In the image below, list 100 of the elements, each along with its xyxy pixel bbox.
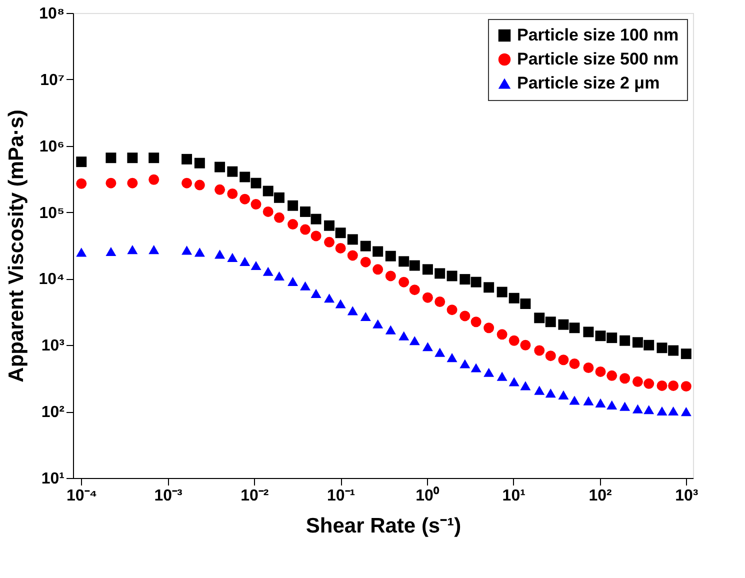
x-tick-label: 10⁻³ [154,488,182,504]
point [262,266,274,276]
point [632,376,643,387]
point [595,398,606,408]
point [656,342,668,354]
point [446,353,458,362]
point [460,310,470,322]
point [508,292,520,304]
point [656,406,668,416]
point [632,337,643,348]
point [262,206,274,217]
point [385,250,396,262]
point [558,319,569,330]
point [250,199,262,210]
y-tick-label: 10⁴ [38,271,65,288]
point [324,220,335,231]
point [398,256,410,267]
point [680,407,692,416]
point [484,282,494,293]
point [620,335,630,346]
point [434,268,446,279]
point [250,178,262,188]
point [324,236,335,248]
y-tick-label: 10⁷ [40,72,64,89]
point [534,312,545,324]
point [470,276,482,288]
point [310,214,322,224]
point [520,340,531,350]
point [680,348,692,360]
point [422,264,433,275]
point [656,380,668,391]
point [360,240,371,252]
point [496,286,508,298]
legend-label: Particle size 100 nm [517,26,679,44]
point [606,370,618,381]
point [460,274,470,285]
point [300,206,310,217]
x-tick-label: 10⁻⁴ [66,488,98,504]
point [545,316,556,328]
point [335,242,346,254]
point [274,212,284,223]
point [558,390,569,400]
point [484,368,494,377]
y-tick-label: 10³ [41,338,64,355]
x-axis-title: Shear Rate (s⁻¹) [306,514,462,538]
point [583,362,594,373]
point [680,381,692,392]
point [632,404,643,414]
point [310,288,322,298]
point [508,377,520,386]
point [644,340,654,350]
point [398,276,410,288]
point [300,224,310,235]
point [310,230,322,242]
point [583,326,594,338]
point [534,345,545,356]
point [372,319,384,328]
point [496,329,508,340]
point [484,322,494,334]
point [409,336,420,346]
point [470,316,482,328]
point [534,386,545,395]
point [446,304,458,316]
point [644,378,654,389]
point [569,322,580,334]
point [668,380,679,391]
point [347,234,358,245]
point [335,299,346,308]
point [422,342,433,352]
point [460,359,470,368]
point [620,402,630,411]
point [644,405,654,414]
point [409,260,420,271]
point [347,250,358,261]
point [606,332,618,344]
point [520,298,531,309]
point [288,219,298,230]
point [545,350,556,362]
point [398,331,410,340]
point [668,406,679,416]
point [434,296,446,307]
point [545,388,556,398]
point [360,312,371,322]
point [569,358,580,369]
point [520,381,531,390]
x-tick-label: 10⁻¹ [327,488,356,504]
legend-label: Particle size 2 μm [517,74,660,92]
point [250,260,262,270]
point [606,400,618,410]
point [288,276,298,286]
point [595,330,606,342]
point [288,200,298,211]
y-tick-label: 10² [41,404,64,422]
y-tick-label: 10⁶ [39,138,64,156]
legend-label: Particle size 500 nm [517,50,679,68]
point [583,396,594,406]
point [569,396,580,405]
y-tick-label: 10⁵ [39,204,64,222]
point [360,256,371,268]
point [274,192,284,203]
